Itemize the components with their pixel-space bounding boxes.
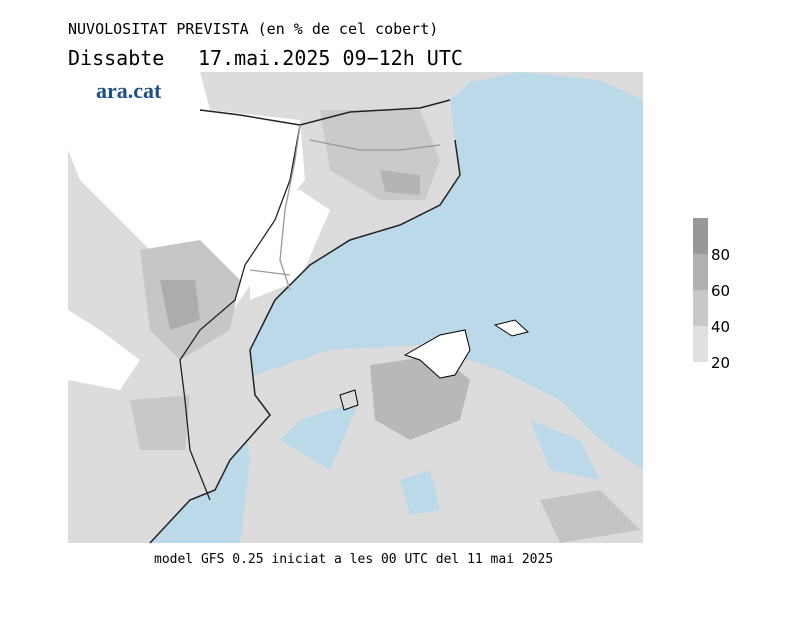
map — [68, 72, 643, 544]
colorbar-band — [693, 254, 708, 290]
colorbar-band — [693, 326, 708, 362]
title: NUVOLOSITAT PREVISTA (en % de cel cobert… — [68, 20, 438, 38]
logo: ara.cat — [96, 78, 162, 103]
colorbar-band — [693, 290, 708, 326]
colorbar-tick-label: 80 — [711, 246, 730, 264]
day: Dissabte — [68, 46, 164, 70]
colorbar-tick-label: 20 — [711, 354, 730, 372]
colorbar-tick-label: 60 — [711, 282, 730, 300]
colorbar-tick-label: 40 — [711, 318, 730, 336]
footer: model GFS 0.25 iniciat a les 00 UTC del … — [154, 552, 553, 567]
period: 17.mai.2025 09−12h UTC — [198, 46, 463, 70]
colorbar-band — [693, 218, 708, 254]
colorbar: 20 40 60 80 — [693, 218, 730, 372]
